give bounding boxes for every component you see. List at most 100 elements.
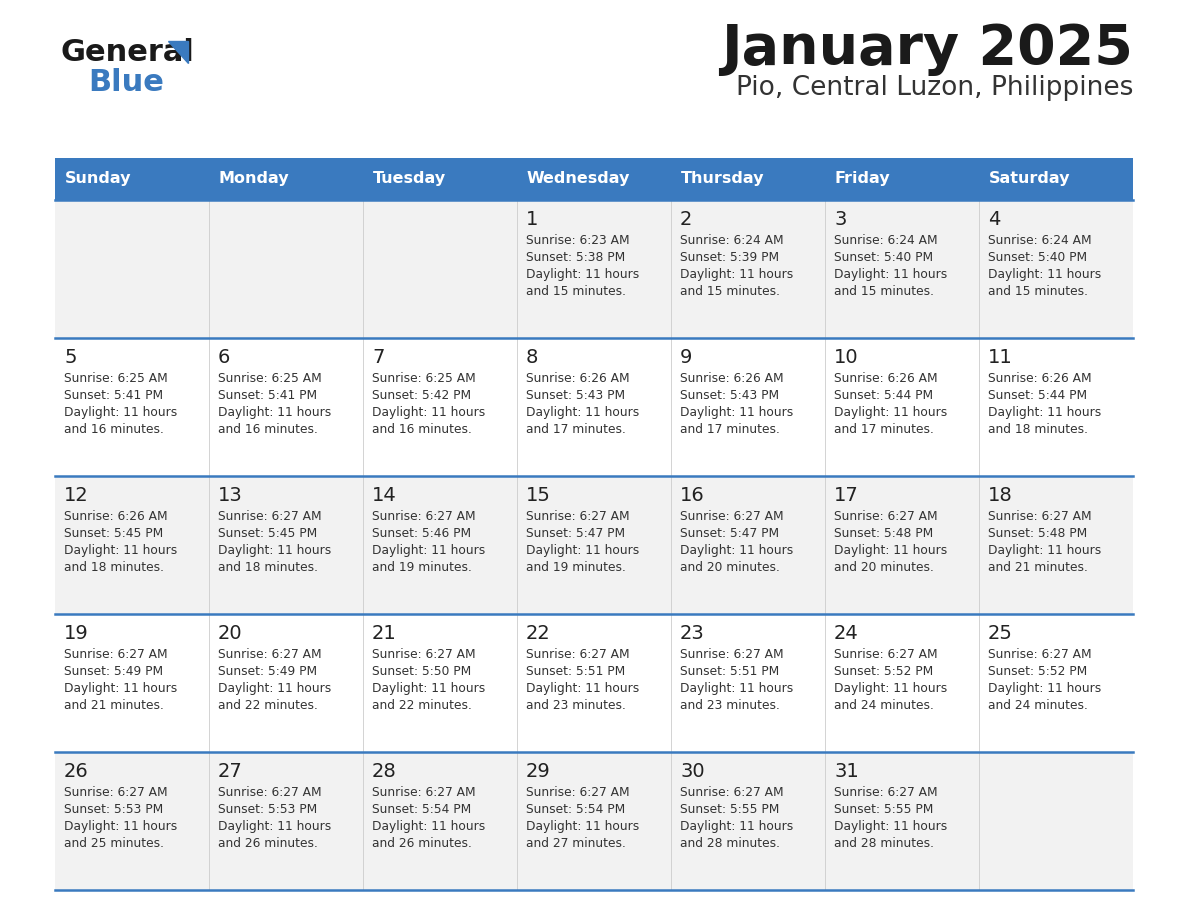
Text: and 25 minutes.: and 25 minutes. bbox=[64, 837, 164, 850]
Text: 14: 14 bbox=[372, 486, 397, 505]
Text: Sunrise: 6:27 AM: Sunrise: 6:27 AM bbox=[680, 510, 784, 523]
Text: Sunset: 5:53 PM: Sunset: 5:53 PM bbox=[64, 803, 163, 816]
Text: Sunset: 5:43 PM: Sunset: 5:43 PM bbox=[680, 389, 779, 402]
Text: Daylight: 11 hours: Daylight: 11 hours bbox=[680, 544, 794, 557]
Text: General: General bbox=[61, 38, 194, 67]
Text: Daylight: 11 hours: Daylight: 11 hours bbox=[526, 406, 639, 419]
Bar bbox=[55, 476, 1133, 614]
Text: 30: 30 bbox=[680, 762, 704, 781]
Text: Sunset: 5:44 PM: Sunset: 5:44 PM bbox=[988, 389, 1087, 402]
Text: Sunset: 5:49 PM: Sunset: 5:49 PM bbox=[64, 665, 163, 678]
Text: Sunrise: 6:27 AM: Sunrise: 6:27 AM bbox=[526, 786, 630, 799]
Text: 31: 31 bbox=[834, 762, 859, 781]
Text: 1: 1 bbox=[526, 210, 538, 229]
Text: Sunset: 5:40 PM: Sunset: 5:40 PM bbox=[834, 251, 933, 264]
Text: and 28 minutes.: and 28 minutes. bbox=[834, 837, 934, 850]
Text: Daylight: 11 hours: Daylight: 11 hours bbox=[64, 682, 177, 695]
Text: Saturday: Saturday bbox=[988, 172, 1070, 186]
Text: Sunrise: 6:27 AM: Sunrise: 6:27 AM bbox=[372, 648, 475, 661]
Text: and 15 minutes.: and 15 minutes. bbox=[680, 285, 781, 298]
Text: and 18 minutes.: and 18 minutes. bbox=[219, 561, 318, 574]
Text: 3: 3 bbox=[834, 210, 846, 229]
Text: and 24 minutes.: and 24 minutes. bbox=[988, 699, 1088, 712]
Text: Daylight: 11 hours: Daylight: 11 hours bbox=[680, 820, 794, 833]
Text: 20: 20 bbox=[219, 624, 242, 643]
Text: Sunrise: 6:27 AM: Sunrise: 6:27 AM bbox=[988, 510, 1092, 523]
Text: and 23 minutes.: and 23 minutes. bbox=[526, 699, 626, 712]
Text: Sunrise: 6:27 AM: Sunrise: 6:27 AM bbox=[219, 786, 322, 799]
Text: Sunrise: 6:24 AM: Sunrise: 6:24 AM bbox=[988, 234, 1092, 247]
Text: and 18 minutes.: and 18 minutes. bbox=[988, 423, 1088, 436]
Bar bbox=[517, 158, 671, 200]
Text: 15: 15 bbox=[526, 486, 551, 505]
Text: and 20 minutes.: and 20 minutes. bbox=[680, 561, 779, 574]
Text: Daylight: 11 hours: Daylight: 11 hours bbox=[988, 268, 1101, 281]
Text: Sunset: 5:50 PM: Sunset: 5:50 PM bbox=[372, 665, 472, 678]
Text: Sunrise: 6:27 AM: Sunrise: 6:27 AM bbox=[372, 510, 475, 523]
Text: Daylight: 11 hours: Daylight: 11 hours bbox=[988, 544, 1101, 557]
Text: 27: 27 bbox=[219, 762, 242, 781]
Text: Daylight: 11 hours: Daylight: 11 hours bbox=[219, 406, 331, 419]
Text: Sunset: 5:54 PM: Sunset: 5:54 PM bbox=[372, 803, 472, 816]
Text: 2: 2 bbox=[680, 210, 693, 229]
Bar bbox=[364, 158, 517, 200]
Bar bbox=[55, 200, 1133, 338]
Text: Daylight: 11 hours: Daylight: 11 hours bbox=[988, 406, 1101, 419]
Text: Sunset: 5:40 PM: Sunset: 5:40 PM bbox=[988, 251, 1087, 264]
Text: Sunset: 5:47 PM: Sunset: 5:47 PM bbox=[680, 527, 779, 540]
Text: Sunrise: 6:27 AM: Sunrise: 6:27 AM bbox=[526, 510, 630, 523]
Text: 4: 4 bbox=[988, 210, 1000, 229]
Text: and 27 minutes.: and 27 minutes. bbox=[526, 837, 626, 850]
Text: 7: 7 bbox=[372, 348, 385, 367]
Text: 12: 12 bbox=[64, 486, 89, 505]
Text: and 23 minutes.: and 23 minutes. bbox=[680, 699, 779, 712]
Text: Sunset: 5:55 PM: Sunset: 5:55 PM bbox=[680, 803, 779, 816]
Text: Sunrise: 6:27 AM: Sunrise: 6:27 AM bbox=[372, 786, 475, 799]
Text: Sunset: 5:39 PM: Sunset: 5:39 PM bbox=[680, 251, 779, 264]
Text: and 22 minutes.: and 22 minutes. bbox=[372, 699, 472, 712]
Text: Sunrise: 6:27 AM: Sunrise: 6:27 AM bbox=[680, 648, 784, 661]
Text: Daylight: 11 hours: Daylight: 11 hours bbox=[988, 682, 1101, 695]
Text: Sunset: 5:51 PM: Sunset: 5:51 PM bbox=[680, 665, 779, 678]
Text: Sunday: Sunday bbox=[65, 172, 132, 186]
Text: 28: 28 bbox=[372, 762, 397, 781]
Text: Sunset: 5:53 PM: Sunset: 5:53 PM bbox=[219, 803, 317, 816]
Text: Sunrise: 6:27 AM: Sunrise: 6:27 AM bbox=[680, 786, 784, 799]
Text: Daylight: 11 hours: Daylight: 11 hours bbox=[526, 544, 639, 557]
Text: Daylight: 11 hours: Daylight: 11 hours bbox=[680, 406, 794, 419]
Text: 24: 24 bbox=[834, 624, 859, 643]
Text: Daylight: 11 hours: Daylight: 11 hours bbox=[834, 268, 947, 281]
Text: and 15 minutes.: and 15 minutes. bbox=[526, 285, 626, 298]
Bar bbox=[55, 158, 209, 200]
Text: Sunset: 5:45 PM: Sunset: 5:45 PM bbox=[64, 527, 163, 540]
Text: Sunset: 5:52 PM: Sunset: 5:52 PM bbox=[988, 665, 1087, 678]
Bar bbox=[979, 158, 1133, 200]
Text: Wednesday: Wednesday bbox=[527, 172, 631, 186]
Text: Sunset: 5:54 PM: Sunset: 5:54 PM bbox=[526, 803, 625, 816]
Text: Daylight: 11 hours: Daylight: 11 hours bbox=[64, 406, 177, 419]
Text: and 16 minutes.: and 16 minutes. bbox=[64, 423, 164, 436]
Text: Sunrise: 6:27 AM: Sunrise: 6:27 AM bbox=[988, 648, 1092, 661]
Text: Daylight: 11 hours: Daylight: 11 hours bbox=[219, 682, 331, 695]
Text: 16: 16 bbox=[680, 486, 704, 505]
Text: and 20 minutes.: and 20 minutes. bbox=[834, 561, 934, 574]
Text: Daylight: 11 hours: Daylight: 11 hours bbox=[834, 406, 947, 419]
Text: Sunset: 5:48 PM: Sunset: 5:48 PM bbox=[834, 527, 934, 540]
Text: and 19 minutes.: and 19 minutes. bbox=[526, 561, 626, 574]
Text: Daylight: 11 hours: Daylight: 11 hours bbox=[372, 544, 485, 557]
Bar bbox=[209, 158, 364, 200]
Text: Sunset: 5:45 PM: Sunset: 5:45 PM bbox=[219, 527, 317, 540]
Text: Daylight: 11 hours: Daylight: 11 hours bbox=[64, 544, 177, 557]
Text: and 17 minutes.: and 17 minutes. bbox=[834, 423, 934, 436]
Text: Sunrise: 6:26 AM: Sunrise: 6:26 AM bbox=[988, 372, 1092, 385]
Text: Daylight: 11 hours: Daylight: 11 hours bbox=[372, 820, 485, 833]
Text: Blue: Blue bbox=[88, 68, 164, 97]
Text: Sunrise: 6:25 AM: Sunrise: 6:25 AM bbox=[372, 372, 475, 385]
Text: and 19 minutes.: and 19 minutes. bbox=[372, 561, 472, 574]
Text: Sunset: 5:42 PM: Sunset: 5:42 PM bbox=[372, 389, 472, 402]
Text: Monday: Monday bbox=[219, 172, 290, 186]
Text: Sunrise: 6:26 AM: Sunrise: 6:26 AM bbox=[834, 372, 937, 385]
Text: Sunrise: 6:26 AM: Sunrise: 6:26 AM bbox=[680, 372, 784, 385]
Text: Sunrise: 6:27 AM: Sunrise: 6:27 AM bbox=[219, 510, 322, 523]
Text: Daylight: 11 hours: Daylight: 11 hours bbox=[372, 682, 485, 695]
